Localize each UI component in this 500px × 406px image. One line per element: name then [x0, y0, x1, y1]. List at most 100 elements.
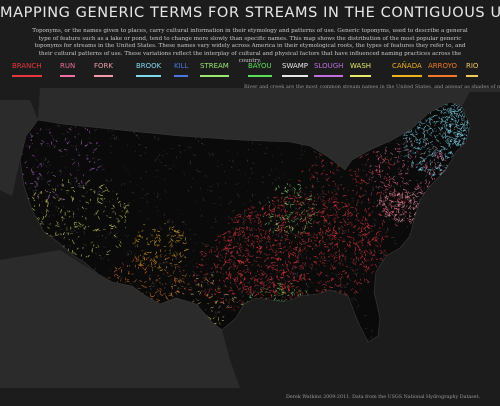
stream-segment — [206, 293, 209, 297]
stream-segment — [297, 249, 301, 253]
river-creek-segment — [205, 273, 209, 276]
stream-segment — [379, 197, 382, 201]
stream-segment — [360, 187, 362, 189]
stream-segment — [273, 208, 275, 213]
stream-segment — [96, 228, 101, 231]
stream-segment — [39, 127, 42, 131]
river-creek-segment — [412, 203, 416, 206]
stream-segment — [117, 219, 119, 223]
stream-segment — [358, 248, 361, 252]
stream-segment — [332, 201, 336, 204]
river-creek-segment — [219, 196, 222, 199]
stream-segment — [362, 180, 367, 184]
stream-segment — [317, 197, 320, 199]
stream-segment — [416, 141, 419, 144]
river-creek-segment — [229, 201, 233, 203]
stream-segment — [311, 174, 314, 176]
stream-segment — [364, 268, 366, 272]
river-creek-segment — [375, 155, 379, 157]
stream-segment — [267, 235, 270, 238]
stream-segment — [359, 195, 362, 197]
stream-segment — [72, 197, 74, 200]
stream-segment — [157, 288, 161, 292]
stream-segment — [361, 244, 363, 247]
stream-segment — [284, 234, 289, 237]
river-creek-segment — [383, 160, 386, 164]
river-creek-segment — [327, 243, 331, 245]
stream-segment — [346, 223, 350, 225]
stream-segment — [319, 211, 324, 213]
river-creek-segment — [169, 246, 172, 250]
stream-segment — [60, 209, 62, 213]
stream-segment — [292, 276, 295, 281]
stream-segment — [288, 254, 291, 258]
river-creek-segment — [343, 231, 347, 234]
stream-segment — [341, 254, 344, 257]
stream-segment — [291, 279, 296, 282]
stream-segment — [416, 192, 419, 195]
stream-segment — [37, 196, 39, 199]
river-creek-segment — [35, 158, 38, 162]
stream-segment — [375, 244, 379, 248]
stream-segment — [465, 127, 468, 129]
stream-segment — [278, 245, 282, 248]
stream-segment — [331, 277, 334, 280]
stream-segment — [265, 213, 270, 216]
stream-segment — [271, 213, 274, 216]
river-creek-segment — [236, 284, 238, 287]
stream-segment — [446, 142, 449, 144]
stream-segment — [171, 265, 173, 267]
stream-segment — [296, 259, 299, 262]
stream-segment — [108, 224, 113, 227]
stream-segment — [317, 246, 319, 248]
stream-segment — [343, 219, 347, 224]
river-creek-segment — [59, 173, 62, 177]
river-creek-segment — [199, 218, 201, 220]
stream-segment — [367, 198, 370, 202]
stream-segment — [357, 216, 359, 219]
river-creek-segment — [109, 232, 112, 235]
stream-segment — [410, 202, 413, 205]
stream-segment — [153, 260, 157, 263]
stream-segment — [426, 124, 430, 128]
river-creek-segment — [249, 281, 251, 283]
stream-segment — [141, 284, 144, 287]
river-creek-segment — [225, 297, 228, 301]
stream-segment — [388, 192, 391, 197]
stream-segment — [174, 279, 176, 284]
river-creek-segment — [97, 191, 101, 193]
stream-segment — [460, 114, 462, 117]
stream-segment — [246, 215, 249, 218]
stream-segment — [339, 239, 341, 242]
river-creek-segment — [47, 180, 49, 184]
stream-segment — [32, 196, 35, 200]
stream-segment — [274, 229, 278, 232]
stream-segment — [232, 263, 237, 267]
stream-segment — [260, 288, 262, 292]
river-creek-segment — [387, 227, 389, 231]
stream-segment — [117, 276, 119, 280]
stream-segment — [240, 263, 242, 265]
stream-segment — [237, 231, 239, 234]
stream-segment — [438, 127, 440, 130]
river-creek-segment — [152, 285, 156, 287]
stream-segment — [210, 306, 214, 309]
stream-segment — [36, 217, 39, 220]
stream-segment — [253, 235, 258, 237]
stream-segment — [431, 160, 433, 164]
stream-segment — [203, 289, 207, 293]
stream-segment — [250, 255, 254, 258]
river-creek-segment — [280, 238, 283, 240]
river-creek-segment — [70, 144, 74, 148]
stream-segment — [406, 168, 409, 170]
stream-segment — [275, 222, 278, 226]
stream-segment — [227, 230, 231, 233]
river-creek-segment — [74, 229, 77, 231]
river-creek-segment — [40, 222, 44, 225]
river-creek-segment — [297, 275, 299, 277]
stream-segment — [277, 185, 280, 189]
stream-segment — [404, 192, 409, 194]
stream-segment — [48, 131, 52, 134]
river-creek-segment — [312, 219, 316, 223]
river-creek-segment — [194, 298, 198, 300]
